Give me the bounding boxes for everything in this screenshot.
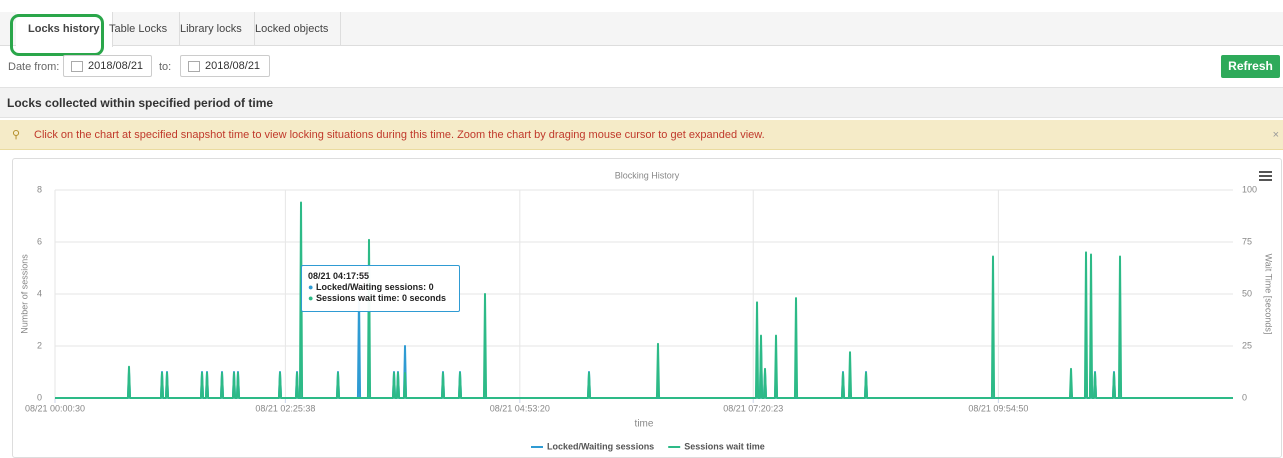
y2-tick-label: 100 (1242, 184, 1257, 194)
date-to-input[interactable]: 2018/08/21 (180, 55, 270, 77)
tab[interactable]: Library locks (168, 12, 255, 46)
alert: ⚲ Click on the chart at specified snapsh… (0, 120, 1283, 150)
tooltip-text: Locked/Waiting sessions: 0 (315, 282, 434, 292)
menu-icon[interactable] (1259, 171, 1272, 181)
tooltip-line: ● Locked/Waiting sessions: 0 (308, 282, 434, 292)
tooltip-line: ● Sessions wait time: 0 seconds (308, 293, 447, 303)
x-axis-label: time (635, 419, 654, 430)
y-axis-label: Number of sessions (19, 254, 29, 334)
y2-tick-label: 25 (1242, 340, 1252, 350)
date-from-input[interactable]: 2018/08/21 (63, 55, 152, 77)
y-tick-label: 4 (37, 288, 42, 298)
section-title: Locks collected within specified period … (0, 87, 1283, 118)
x-tick-label: 08/21 00:00:30 (25, 403, 85, 413)
y-tick-label: 2 (37, 340, 42, 350)
refresh-button[interactable]: Refresh (1221, 55, 1280, 78)
y2-axis-label: Wait Time [seconds] (1264, 254, 1274, 335)
alert-close[interactable]: × (1272, 129, 1279, 141)
x-tick-label: 08/21 02:25:38 (255, 403, 315, 413)
date-from-label: Date from: (8, 61, 60, 73)
y-tick-label: 8 (37, 184, 42, 194)
legend-label: Locked/Waiting sessions (547, 441, 654, 451)
chart-title: Blocking History (615, 170, 680, 180)
tooltip: 08/21 04:17:55 ● Locked/Waiting sessions… (301, 265, 460, 312)
y2-tick-label: 75 (1242, 236, 1252, 246)
y2-tick-label: 0 (1242, 392, 1247, 402)
date-to-label: to: (159, 61, 172, 73)
x-tick-label: 08/21 07:20:23 (723, 403, 783, 413)
series-line (55, 201, 1233, 399)
y2-tick-label: 50 (1242, 288, 1252, 298)
alert-text: Click on the chart at specified snapshot… (34, 129, 765, 141)
y-tick-label: 6 (37, 236, 42, 246)
tooltip-text: Sessions wait time: 0 seconds (315, 293, 447, 303)
y-tick-label: 0 (37, 392, 42, 402)
x-tick-label: 08/21 04:53:20 (490, 403, 550, 413)
alert-icon: ⚲ (12, 129, 21, 141)
tooltip-time: 08/21 04:17:55 (308, 271, 370, 281)
tab[interactable]: Locked objects (243, 12, 342, 46)
legend-label: Sessions wait time (684, 441, 765, 451)
tab-bar (0, 12, 1283, 46)
tab[interactable]: Table Locks (97, 12, 181, 46)
x-tick-label: 08/21 09:54:50 (968, 403, 1028, 413)
highlight-box (10, 14, 104, 56)
